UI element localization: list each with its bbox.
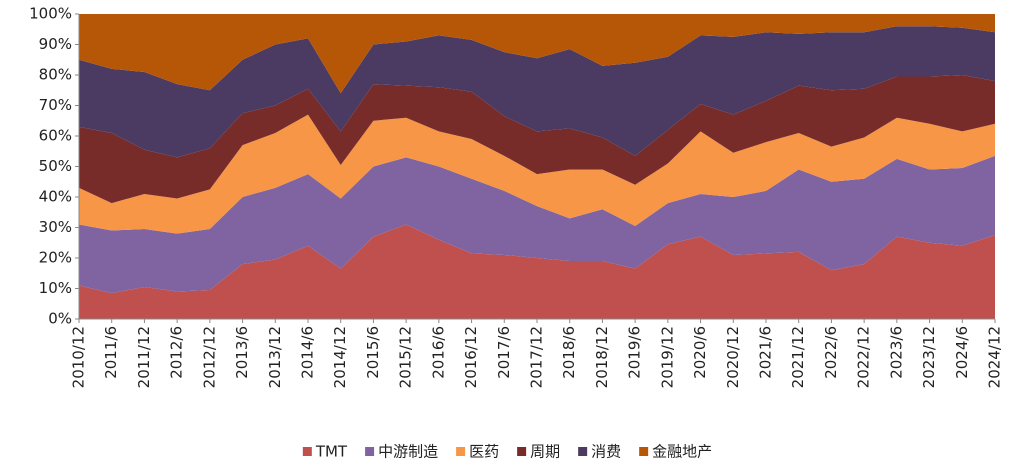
x-tick-label: 2016/6 [429, 326, 447, 379]
x-tick-label: 2023/6 [887, 326, 905, 379]
legend-label: 消费 [591, 443, 621, 461]
x-tick-label: 2014/6 [299, 326, 317, 379]
x-tick-label: 2011/12 [135, 326, 153, 388]
area [79, 26, 995, 158]
x-tick-label: 2024/6 [953, 326, 971, 379]
x-tick-label: 2018/6 [560, 326, 578, 379]
x-tick-label: 2019/12 [658, 326, 676, 388]
y-tick-label: 50% [39, 157, 72, 175]
x-tick-label: 2013/6 [233, 326, 251, 379]
x-tick-label: 2010/12 [70, 326, 88, 388]
legend-label: 中游制造 [378, 443, 438, 461]
x-tick-label: 2013/12 [266, 326, 284, 388]
area [79, 14, 995, 94]
x-tick-label: 2021/12 [789, 326, 807, 388]
x-tick-label: 2020/6 [691, 326, 709, 379]
x-tick-label: 2015/6 [364, 326, 382, 379]
y-tick-label: 60% [39, 127, 72, 145]
x-tick-label: 2017/12 [528, 326, 546, 388]
legend-swatch [456, 447, 466, 456]
x-tick-label: 2017/6 [495, 326, 513, 379]
area [79, 224, 995, 319]
legend-label: 金融地产 [652, 443, 712, 461]
x-tick-label: 2021/6 [757, 326, 775, 379]
y-tick-label: 30% [39, 218, 72, 236]
area [79, 75, 995, 204]
y-tick-label: 40% [39, 188, 72, 206]
x-tick-label: 2022/12 [855, 326, 873, 388]
y-tick-label: 20% [39, 249, 72, 267]
x-tick-label: 2014/12 [331, 326, 349, 388]
x-tick-label: 2015/12 [397, 326, 415, 388]
x-tick-label: 2020/12 [724, 326, 742, 388]
y-tick-label: 0% [48, 310, 72, 328]
x-tick-label: 2011/6 [102, 326, 120, 379]
legend-label: TMT [315, 443, 348, 461]
legend-swatch [365, 447, 375, 456]
y-tick-label: 90% [39, 35, 72, 53]
area [79, 155, 995, 294]
x-tick-label: 2016/12 [462, 326, 480, 388]
y-tick-label: 80% [39, 66, 72, 84]
x-tick-label: 2012/12 [200, 326, 218, 388]
legend: TMT 中游制造 医药 周期 消费 金融地产 [302, 443, 712, 461]
y-tick-label: 100% [29, 5, 72, 23]
y-tick-label: 70% [39, 96, 72, 114]
legend-swatch [639, 447, 649, 456]
legend-swatch [578, 447, 588, 456]
y-tick-label: 10% [39, 279, 72, 297]
x-tick-label: 2023/12 [920, 326, 938, 388]
x-tick-label: 2018/12 [593, 326, 611, 388]
legend-label: 医药 [469, 443, 499, 461]
legend-label: 周期 [530, 443, 560, 461]
x-tick-label: 2022/6 [822, 326, 840, 379]
x-tick-label: 2012/6 [168, 326, 186, 379]
legend-swatch [302, 447, 312, 456]
x-tick-label: 2019/6 [626, 326, 644, 379]
legend-swatch [517, 447, 527, 456]
x-tick-label: 2024/12 [986, 326, 1004, 388]
